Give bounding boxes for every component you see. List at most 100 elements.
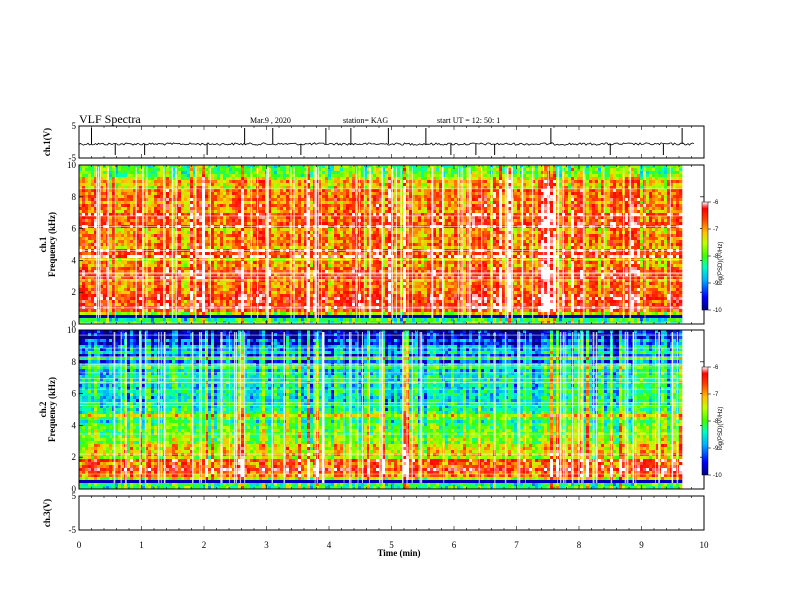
ch1-spec-cell — [274, 264, 278, 268]
ch1-spec-cell — [247, 246, 251, 250]
ch1-spec-cell — [337, 207, 341, 211]
ch1-spec-cell — [352, 255, 356, 259]
ch1-spec-cell — [109, 192, 113, 196]
ch1-spec-cell — [151, 315, 155, 319]
ch1-spec-cell — [208, 321, 212, 325]
ch1-spec-cell — [262, 300, 266, 304]
ch1-spec-cell — [274, 303, 278, 307]
ch1-spec-cell — [301, 297, 305, 301]
ch1-spec-cell — [130, 303, 134, 307]
ch1-spec-cell — [217, 234, 221, 238]
ch1-spec-cell — [235, 294, 239, 298]
ch1-spec-cell — [199, 318, 203, 322]
ch1-spec-cell — [151, 168, 155, 172]
ch1-spec-cell — [133, 282, 137, 286]
ch1-spec-cell — [133, 192, 137, 196]
ch1-spec-cell — [241, 174, 245, 178]
ch1-spec-cell — [118, 255, 122, 259]
ch1-spec-cell — [178, 321, 182, 325]
ch1-spec-cell — [184, 273, 188, 277]
ch1-spec-cell — [172, 318, 176, 322]
ch1-spec-cell — [124, 291, 128, 295]
ch1-spec-cell — [193, 186, 197, 190]
ch1-spec-cell — [244, 183, 248, 187]
ch1-spec-cell — [154, 282, 158, 286]
ch1-spec-cell — [157, 312, 161, 316]
ch1-spec-cell — [202, 246, 206, 250]
ch1-spec-cell — [229, 168, 233, 172]
ch1-spec-cell — [211, 210, 215, 214]
ch1-spec-cell — [202, 219, 206, 223]
ch1-spec-cell — [211, 201, 215, 205]
ch1-spec-cell — [229, 309, 233, 313]
ch1-spec-cell — [244, 306, 248, 310]
ch1-spec-cell — [88, 171, 92, 175]
ch1-spec-cell — [148, 204, 152, 208]
ch1-spec-cell — [340, 189, 344, 193]
ch1-spec-cell — [337, 210, 341, 214]
ch1-spec-cell — [133, 321, 137, 325]
ch1-spec-cell — [271, 243, 275, 247]
ch1-spec-cell — [97, 321, 101, 325]
ch1-spec-cell — [157, 180, 161, 184]
ch1-spec-cell — [79, 168, 83, 172]
ch1-spec-cell — [271, 291, 275, 295]
ch1-spec-cell — [178, 264, 182, 268]
ch1-spec-cell — [196, 255, 200, 259]
ch1-spec-cell — [169, 234, 173, 238]
ch1-spec-cell — [274, 261, 278, 265]
ch1-spec-cell — [124, 297, 128, 301]
ch1-spec-cell — [157, 255, 161, 259]
ch1-spec-cell — [136, 198, 140, 202]
ch1-spec-cell — [346, 234, 350, 238]
ch1-spec-cell — [85, 186, 89, 190]
ch1-spec-cell — [148, 177, 152, 181]
ch1-spec-cell — [298, 285, 302, 289]
ch1-spec-cell — [223, 207, 227, 211]
ch1-spec-cell — [214, 222, 218, 226]
ch1-spec-cell — [352, 174, 356, 178]
ch1-spec-cell — [190, 246, 194, 250]
ch1-spec-cell — [283, 267, 287, 271]
ch1-spec-cell — [160, 210, 164, 214]
ch1-spec-cell — [235, 228, 239, 232]
ch1-spec-cell — [259, 279, 263, 283]
ch1-spec-cell — [196, 207, 200, 211]
ch1-spec-cell — [199, 243, 203, 247]
ch1-spec-cell — [271, 264, 275, 268]
ch1-spec-cell — [130, 198, 134, 202]
ch1-spec-cell — [127, 222, 131, 226]
ch1-spec-cell — [199, 192, 203, 196]
ch1-spec-cell — [184, 225, 188, 229]
ch1-spec-cell — [283, 306, 287, 310]
ch1-spec-cell — [277, 177, 281, 181]
ch1-spec-cell — [181, 195, 185, 199]
ch1-spec-cell — [184, 291, 188, 295]
ch1-spec-cell — [208, 234, 212, 238]
ch1-spec-cell — [337, 243, 341, 247]
ch1-spec-cell — [241, 165, 245, 169]
ch1-spec-cell — [232, 219, 236, 223]
ch1-spec-cell — [223, 273, 227, 277]
ch1-spec-cell — [94, 204, 98, 208]
ch1-spec-cell — [214, 237, 218, 241]
ch1-spec-cell — [226, 171, 230, 175]
ch1-spec-cell — [220, 168, 224, 172]
ch1-spec-cell — [190, 168, 194, 172]
ch1-spec-cell — [91, 255, 95, 259]
ch1-spec-cell — [100, 288, 104, 292]
ch1-spec-cell — [88, 225, 92, 229]
ch1-spec-cell — [190, 270, 194, 274]
ch1-spec-cell — [202, 282, 206, 286]
ch1-spec-cell — [199, 177, 203, 181]
ch1-spec-cell — [82, 231, 86, 235]
ch1-spec-cell — [325, 231, 329, 235]
ch1-spec-cell — [184, 213, 188, 217]
ch1-spec-cell — [247, 321, 251, 325]
ch1-spec-cell — [88, 300, 92, 304]
ch1-spec-cell — [352, 192, 356, 196]
ch1-spec-cell — [82, 303, 86, 307]
ch1-spec-cell — [262, 165, 266, 169]
ch1-spec-cell — [220, 204, 224, 208]
ch1-spec-cell — [181, 231, 185, 235]
